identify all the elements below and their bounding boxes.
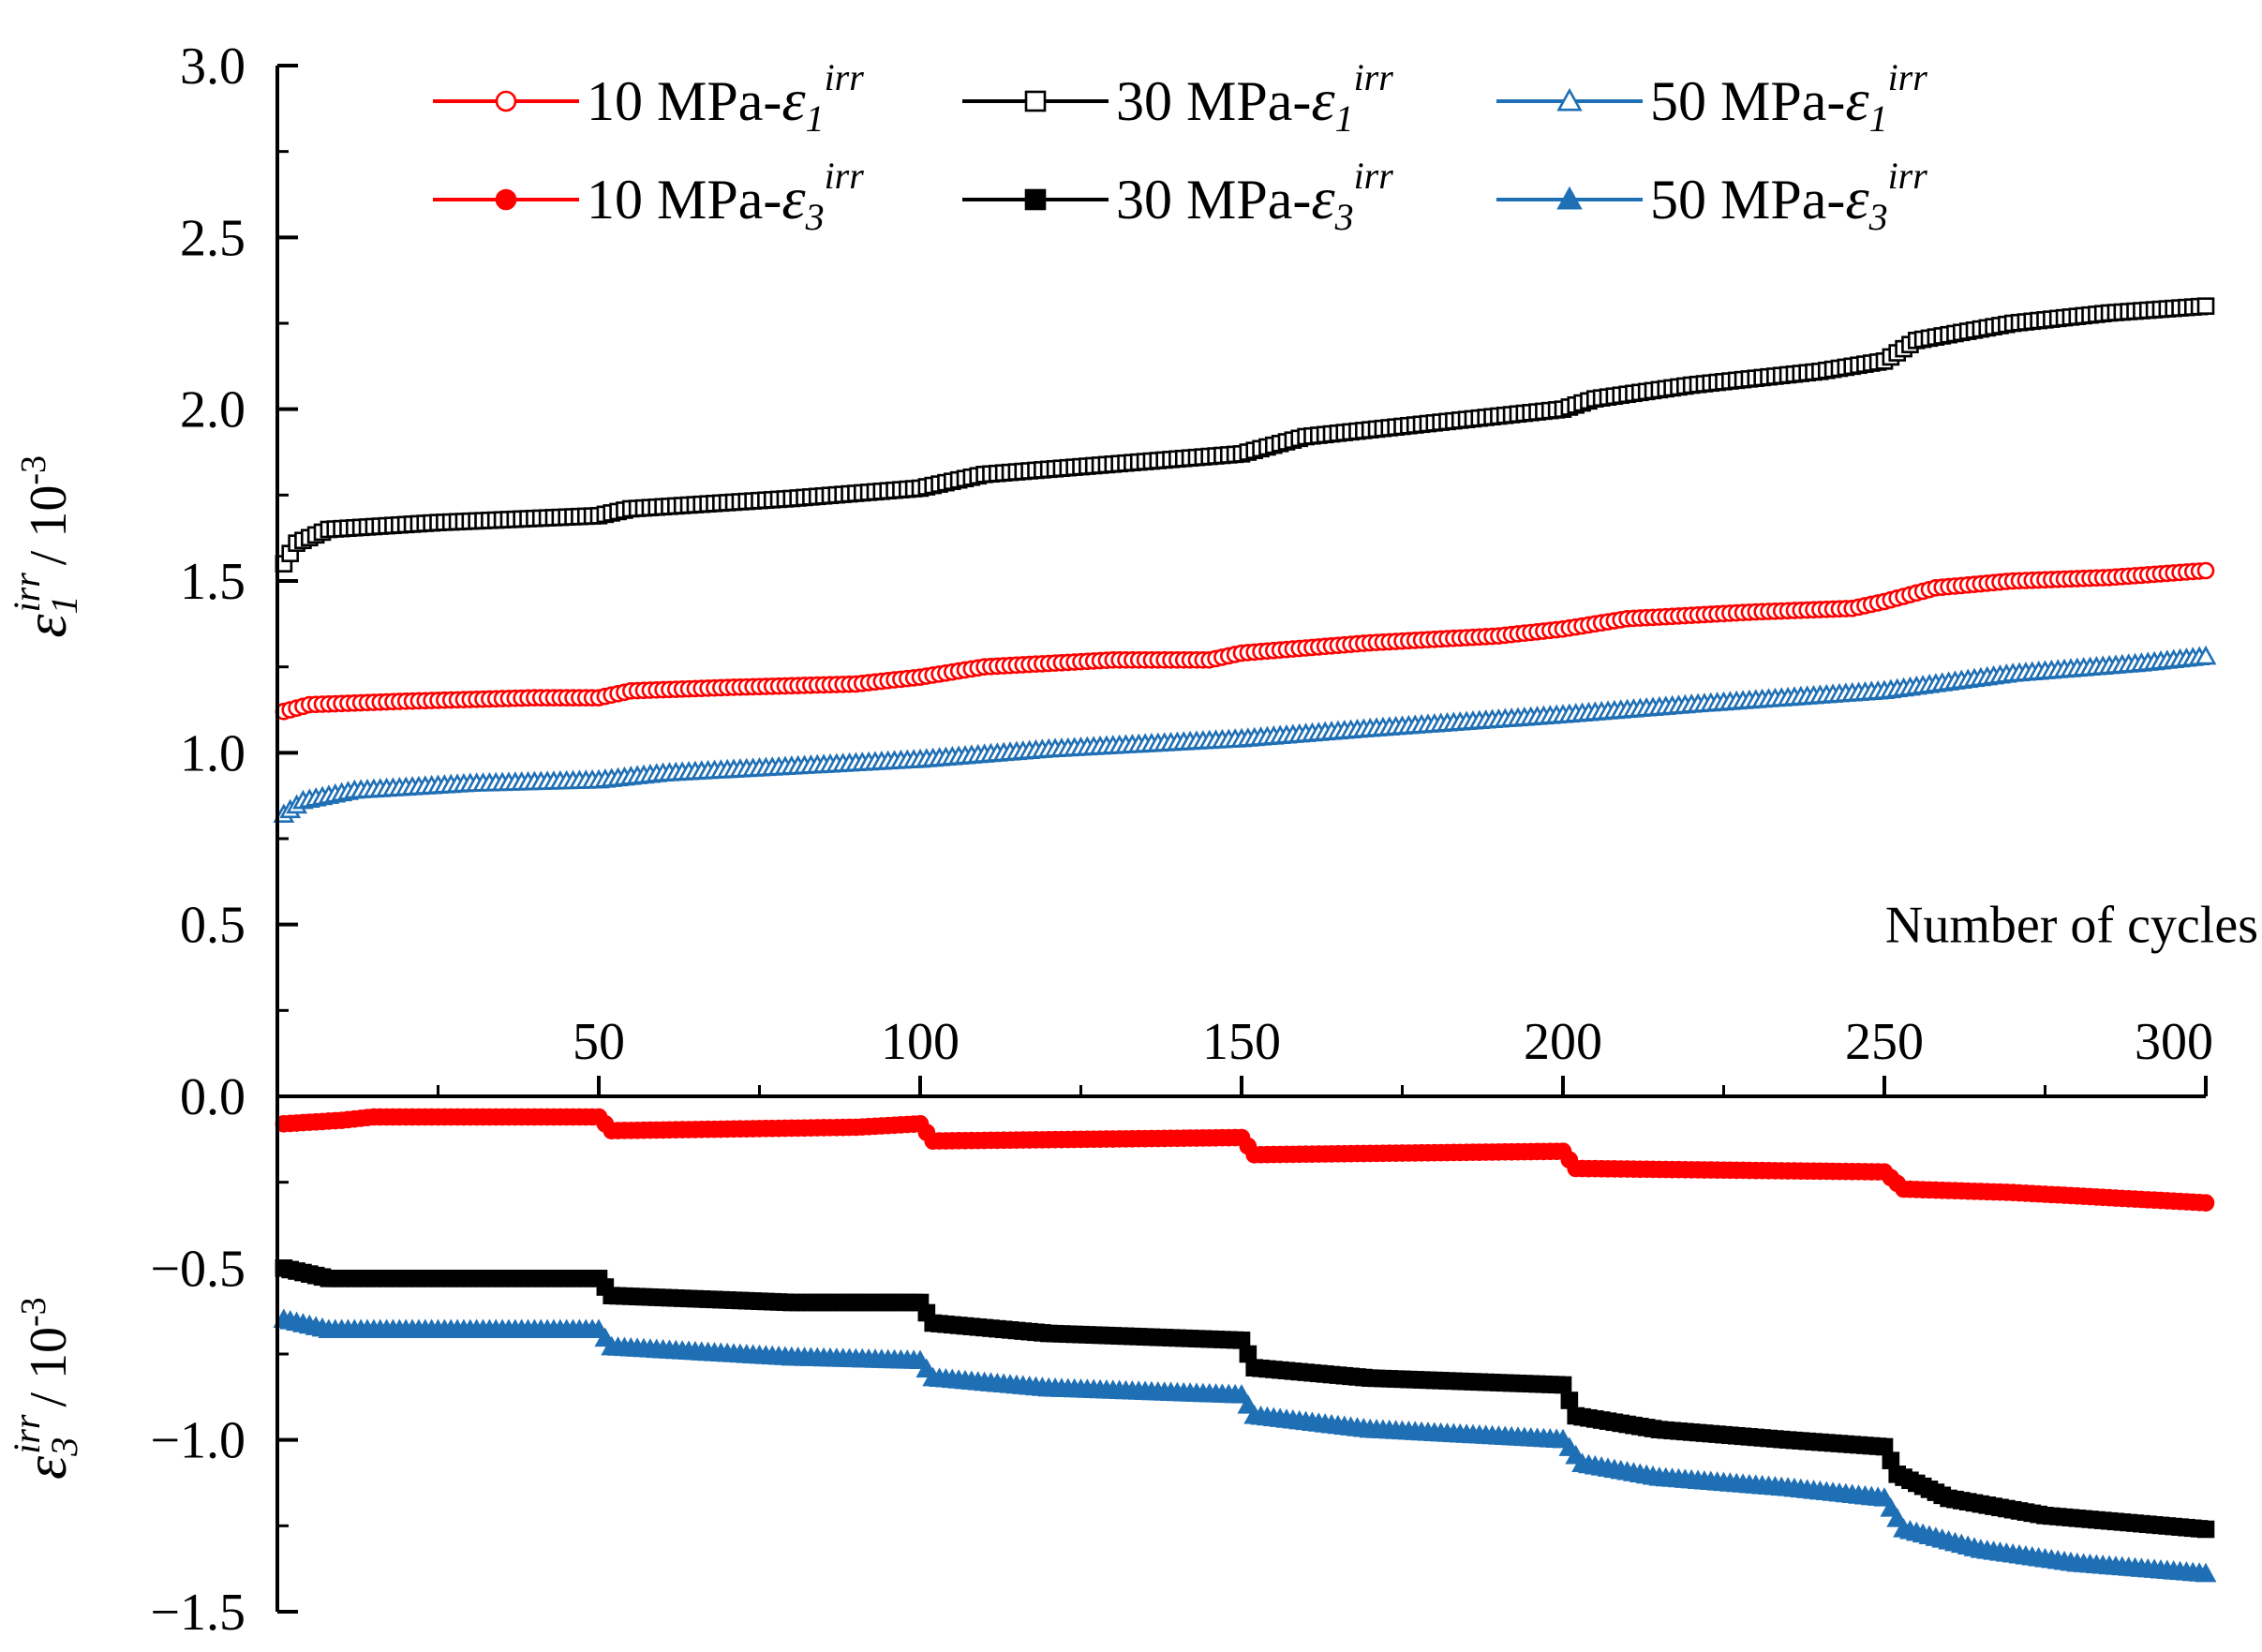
data-point bbox=[2196, 561, 2215, 580]
legend-label-symbol: ε bbox=[781, 165, 806, 231]
y-title-superscript: irr bbox=[6, 1414, 48, 1454]
data-point bbox=[1560, 1392, 1579, 1409]
series-4 bbox=[275, 1108, 2215, 1212]
legend-label-subscript: 3 bbox=[805, 196, 825, 238]
y-title-exponent: -3 bbox=[14, 455, 53, 485]
data-point bbox=[2196, 297, 2215, 315]
y-title-subscript: 3 bbox=[43, 1437, 85, 1457]
series-6 bbox=[273, 1308, 2217, 1583]
y-tick-label: −0.5 bbox=[150, 1240, 246, 1298]
legend-label-symbol: ε bbox=[1845, 165, 1869, 231]
y-title-symbol: ε bbox=[12, 614, 79, 638]
legend-label-subscript: 1 bbox=[1869, 97, 1888, 140]
legend-label-symbol: ε bbox=[1845, 67, 1869, 133]
legend-label-subscript: 3 bbox=[1334, 196, 1354, 238]
y-title-unit: / 10 bbox=[20, 1327, 78, 1407]
y-axis-title-upper: ε1irr / 10-3 bbox=[6, 455, 85, 638]
y-title-symbol: ε bbox=[12, 1455, 79, 1480]
legend-label: 50 MPa-ε1irr bbox=[1650, 56, 1927, 140]
y-tick-label: 3.0 bbox=[180, 37, 246, 96]
legend-label-superscript: irr bbox=[825, 155, 865, 197]
data-point bbox=[2196, 1194, 2215, 1212]
y-tick-label: 0.0 bbox=[180, 1068, 246, 1126]
axes-layer: 3.02.52.01.51.00.50.0−0.5−1.0−1.550 100 15… bbox=[6, 37, 2258, 1642]
legend-label-symbol: ε bbox=[1311, 165, 1335, 231]
legend-label: 30 MPa-ε3irr bbox=[1116, 155, 1393, 238]
legend-label-text: 50 MPa- bbox=[1650, 169, 1845, 231]
y-title-superscript: irr bbox=[6, 573, 48, 613]
legend-label-superscript: irr bbox=[1354, 56, 1394, 98]
legend-label-text: 10 MPa- bbox=[587, 70, 781, 132]
x-tick-label: 300 bbox=[2135, 1013, 2213, 1071]
legend-marker bbox=[495, 90, 517, 112]
legend-entry: 30 MPa-ε1irr bbox=[962, 56, 1393, 140]
series-3 bbox=[273, 645, 2217, 823]
legend-label-subscript: 3 bbox=[1868, 196, 1888, 238]
legend-entry: 30 MPa-ε3irr bbox=[962, 155, 1393, 238]
y-tick-label: 2.0 bbox=[180, 381, 246, 439]
y-axis-title-lower: ε3irr / 10-3 bbox=[6, 1297, 85, 1480]
legend-label-superscript: irr bbox=[825, 56, 865, 98]
legend-entry: 10 MPa-ε1irr bbox=[433, 56, 864, 140]
data-point bbox=[1554, 1376, 1572, 1394]
x-tick-label: 150 bbox=[1202, 1013, 1281, 1071]
data-point bbox=[2195, 1562, 2217, 1583]
y-title-exponent: -3 bbox=[14, 1297, 53, 1327]
y-title-unit: / 10 bbox=[20, 485, 78, 566]
legend-label-superscript: irr bbox=[1888, 155, 1928, 197]
legend-label-symbol: ε bbox=[1311, 67, 1335, 133]
x-tick-label: 100 bbox=[881, 1013, 960, 1071]
y-tick-label: 1.0 bbox=[180, 724, 246, 782]
legend-label-superscript: irr bbox=[1354, 155, 1394, 197]
legend-entry: 50 MPa-ε1irr bbox=[1496, 56, 1927, 140]
data-point bbox=[2196, 1520, 2215, 1539]
x-tick-label: 250 bbox=[1845, 1013, 1924, 1071]
series-1 bbox=[275, 561, 2215, 721]
legend-label-text: 30 MPa- bbox=[1116, 169, 1311, 231]
legend-label-text: 10 MPa- bbox=[587, 169, 781, 231]
legend-marker bbox=[495, 188, 517, 211]
legend-marker bbox=[1556, 87, 1583, 112]
x-tick-label: 200 bbox=[1524, 1013, 1602, 1071]
legend-marker bbox=[1556, 186, 1583, 210]
legend-marker bbox=[1024, 188, 1047, 211]
legend-label-subscript: 1 bbox=[806, 97, 825, 140]
series-5 bbox=[275, 1259, 2215, 1539]
series-2 bbox=[275, 297, 2215, 573]
data-point bbox=[2195, 645, 2217, 665]
y-tick-label: −1.5 bbox=[150, 1584, 246, 1642]
series-layer bbox=[273, 297, 2217, 1583]
legend-label-text: 30 MPa- bbox=[1116, 70, 1311, 132]
legend-entry: 10 MPa-ε3irr bbox=[433, 155, 864, 238]
y-tick-label: 1.5 bbox=[180, 553, 246, 611]
legend-label-symbol: ε bbox=[781, 67, 806, 133]
legend-entry: 50 MPa-ε3irr bbox=[1496, 155, 1927, 238]
x-axis-title: Number of cycles bbox=[1885, 897, 2258, 955]
legend-marker bbox=[1024, 90, 1047, 112]
x-tick-label: 50 bbox=[573, 1013, 625, 1071]
y-title-subscript: 1 bbox=[43, 595, 85, 614]
y-tick-label: 2.5 bbox=[180, 209, 246, 267]
legend-label-superscript: irr bbox=[1888, 56, 1928, 98]
y-tick-label: 0.5 bbox=[180, 897, 246, 955]
legend-label: 50 MPa-ε3irr bbox=[1650, 155, 1927, 238]
y-tick-label: −1.0 bbox=[150, 1412, 246, 1470]
legend-label-subscript: 1 bbox=[1335, 97, 1354, 140]
legend-label: 30 MPa-ε1irr bbox=[1116, 56, 1393, 140]
legend-label: 10 MPa-ε3irr bbox=[587, 155, 864, 238]
legend-label: 10 MPa-ε1irr bbox=[587, 56, 864, 140]
legend-label-text: 50 MPa- bbox=[1650, 70, 1845, 132]
